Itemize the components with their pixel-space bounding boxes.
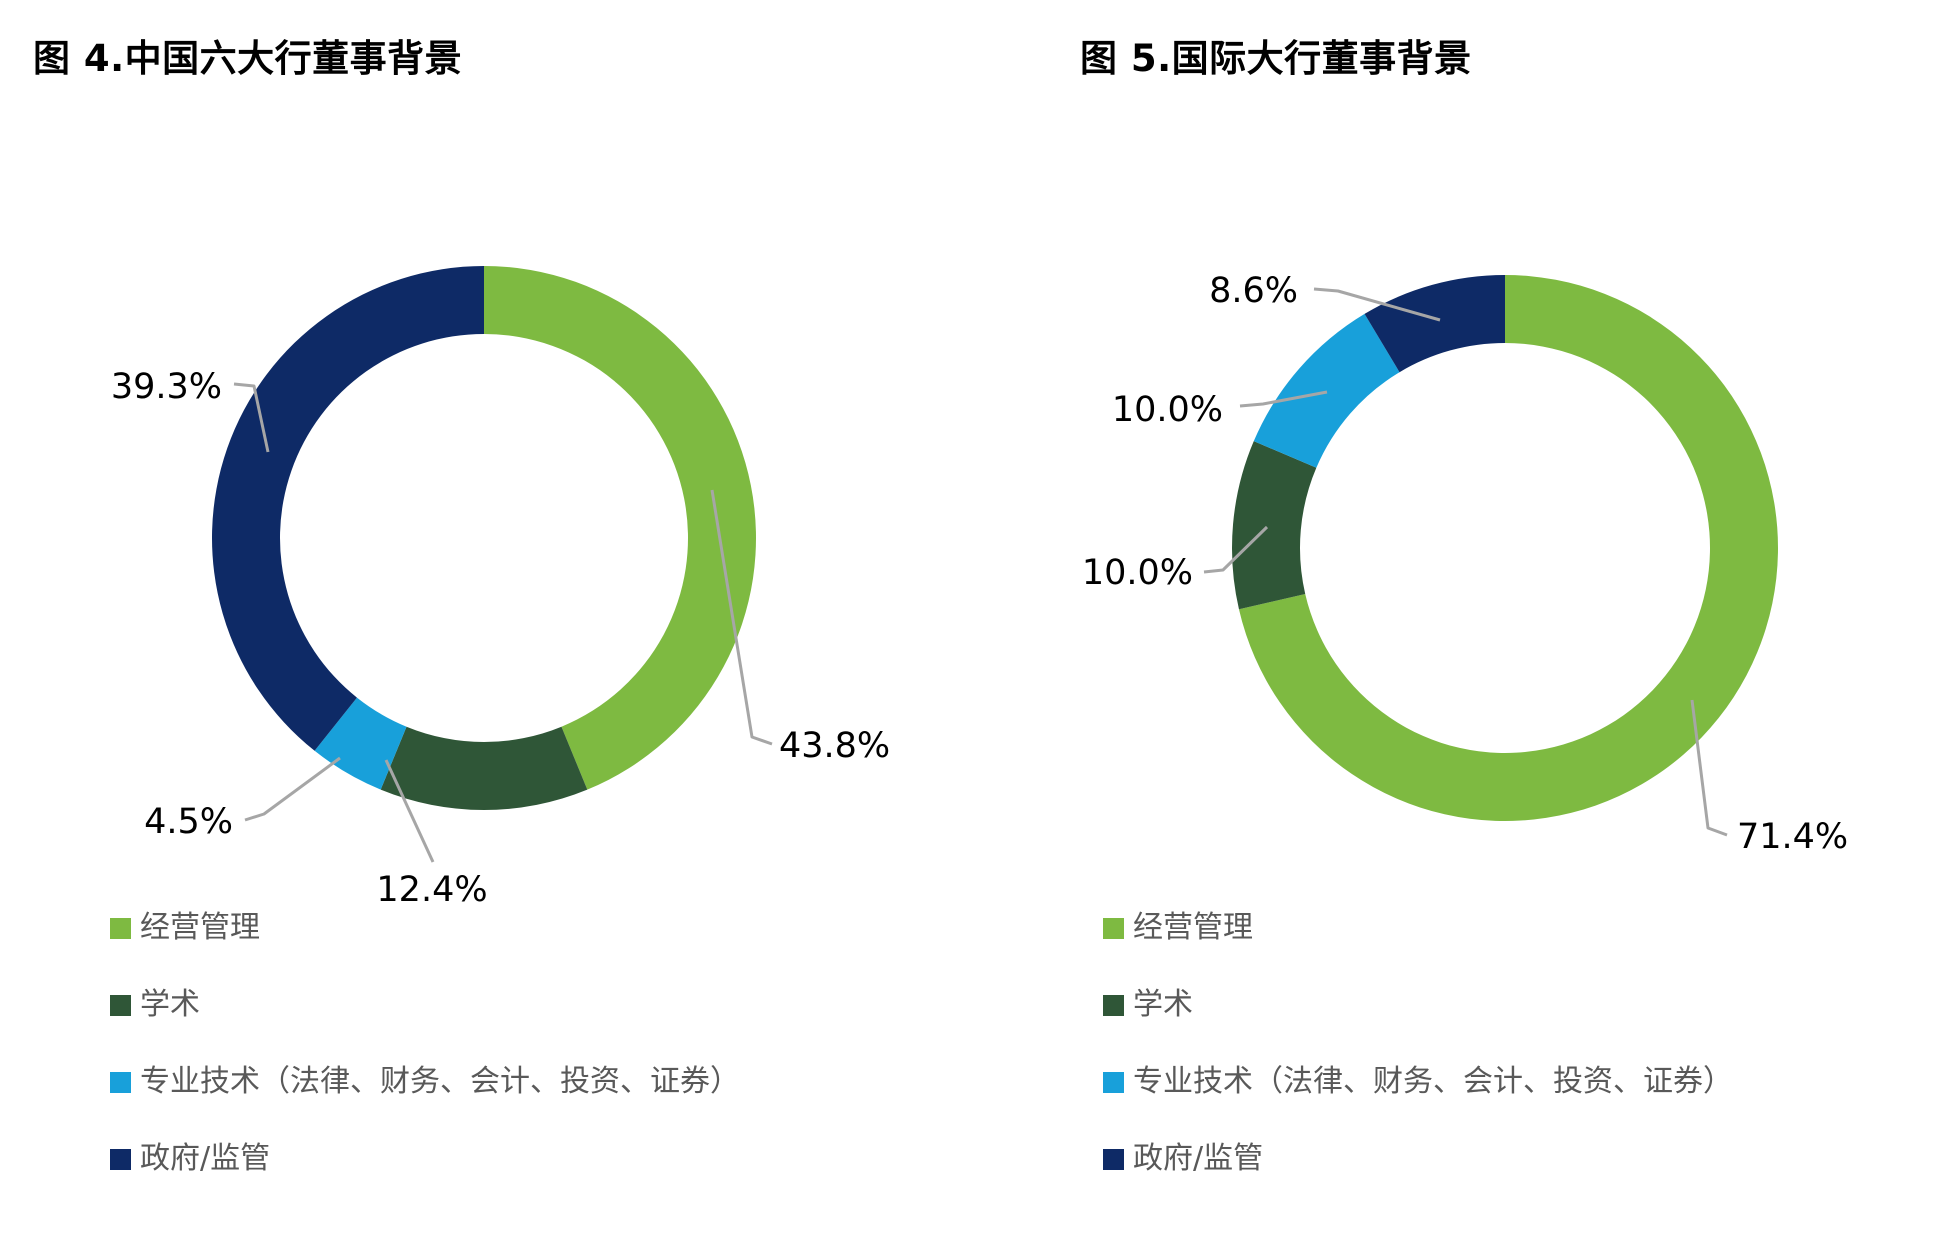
legend-swatch-icon	[1103, 1148, 1124, 1170]
chart-title-figure-4: 图 4.中国六大行董事背景	[33, 37, 463, 80]
leader-line-1-3	[1313, 287, 1441, 322]
legend-label: 政府/监管	[1133, 1141, 1264, 1176]
leader-line-0-2	[244, 756, 341, 822]
legend-left-chart: 经营管理学术专业技术（法律、财务、会计、投资、证券） 政府/监管	[110, 904, 970, 1212]
legend-swatch-icon	[1103, 1071, 1124, 1093]
leader-line-0-1	[384, 759, 435, 863]
slice-percent-label-0-0: 43.8%	[779, 726, 890, 766]
legend-label: 专业技术（法律、财务、会计、投资、证券）	[1133, 1064, 1733, 1099]
legend-label: 经营管理	[1133, 910, 1253, 945]
slice-percent-label-0-2: 4.5%	[144, 802, 233, 842]
donut-slice-0-0	[484, 266, 756, 790]
legend-label: 学术	[140, 987, 200, 1022]
legend-label: 经营管理	[140, 910, 260, 945]
leader-line-1-2	[1239, 390, 1328, 408]
slice-percent-label-1-2: 10.0%	[1112, 390, 1223, 430]
legend-item-0-0: 经营管理	[110, 904, 970, 952]
legend-label: 专业技术（法律、财务、会计、投资、证券）	[140, 1064, 740, 1099]
leader-line-0-3	[233, 382, 270, 453]
slice-percent-label-0-1: 12.4%	[376, 870, 487, 910]
legend-item-1-1: 学术	[1103, 981, 1958, 1029]
legend-swatch-icon	[110, 1148, 131, 1170]
legend-item-0-1: 学术	[110, 981, 970, 1029]
slice-percent-label-1-1: 10.0%	[1082, 553, 1193, 593]
legend-label: 学术	[1133, 987, 1193, 1022]
legend-item-1-2: 专业技术（法律、财务、会计、投资、证券）	[1103, 1058, 1958, 1106]
slice-percent-label-1-3: 8.6%	[1209, 271, 1298, 311]
legend-swatch-icon	[1103, 994, 1124, 1016]
leader-line-1-0	[1690, 699, 1728, 837]
donut-slice-1-3	[1364, 275, 1505, 373]
legend-item-1-0: 经营管理	[1103, 904, 1958, 952]
slice-percent-label-0-3: 39.3%	[111, 367, 222, 407]
legend-swatch-icon	[110, 994, 131, 1016]
legend-swatch-icon	[1103, 917, 1124, 939]
leader-line-1-1	[1203, 525, 1269, 574]
legend-right-chart: 经营管理学术专业技术（法律、财务、会计、投资、证券） 政府/监管	[1103, 904, 1958, 1212]
donut-slice-0-3	[211, 266, 484, 751]
donut-slice-0-1	[380, 726, 588, 810]
donut-slice-0-2	[314, 697, 407, 790]
legend-item-1-3: 政府/监管	[1103, 1135, 1958, 1183]
legend-label: 政府/监管	[140, 1141, 271, 1176]
legend-item-0-2: 专业技术（法律、财务、会计、投资、证券）	[110, 1058, 970, 1106]
legend-item-0-3: 政府/监管	[110, 1135, 970, 1183]
legend-swatch-icon	[110, 1071, 131, 1093]
donut-slice-1-1	[1231, 441, 1317, 610]
chart-title-figure-5: 图 5.国际大行董事背景	[1080, 37, 1472, 80]
leader-line-0-0	[710, 489, 773, 746]
legend-swatch-icon	[110, 917, 131, 939]
slice-percent-label-1-0: 71.4%	[1737, 817, 1848, 857]
